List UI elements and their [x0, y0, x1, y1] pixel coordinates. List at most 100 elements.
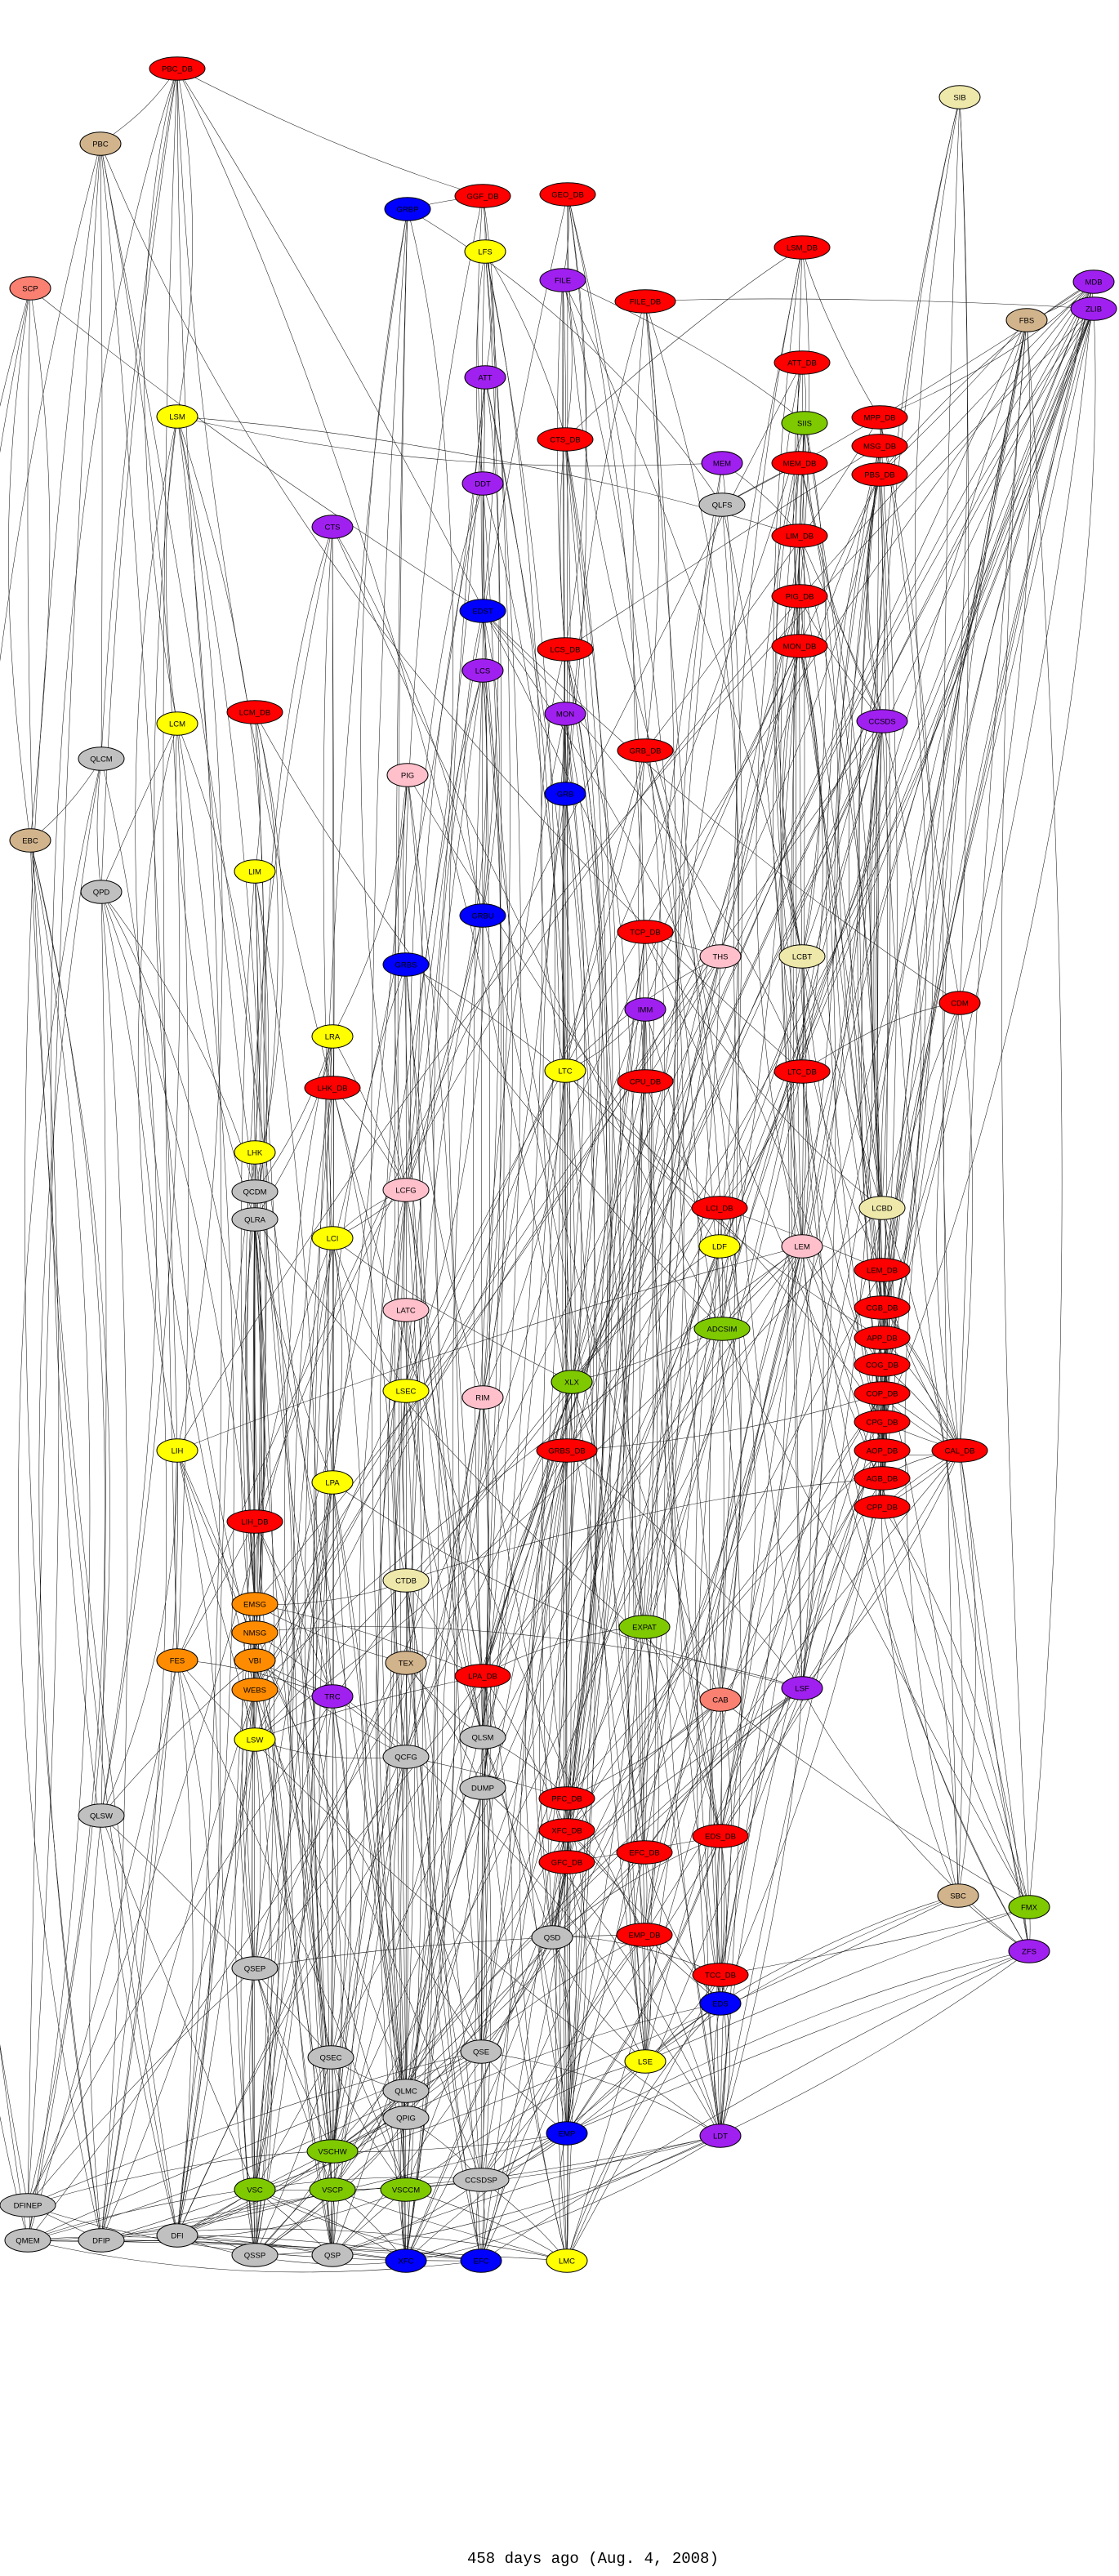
svg-text:LSM_DB: LSM_DB [787, 243, 818, 252]
svg-text:LCM: LCM [169, 720, 185, 729]
svg-text:XFC: XFC [399, 2257, 414, 2266]
svg-text:EMSG: EMSG [243, 1600, 266, 1609]
svg-text:MON_DB: MON_DB [783, 642, 817, 651]
svg-text:FILE_DB: FILE_DB [630, 297, 662, 306]
svg-text:QSE: QSE [473, 2048, 489, 2057]
svg-text:TCP_DB: TCP_DB [630, 928, 660, 937]
svg-text:VSCHW: VSCHW [318, 2147, 346, 2156]
svg-text:CTDB: CTDB [395, 1576, 417, 1585]
svg-text:QSD: QSD [544, 1933, 561, 1942]
svg-text:QSSP: QSSP [244, 2251, 265, 2260]
svg-text:LATC: LATC [396, 1306, 416, 1315]
svg-text:LHK_DB: LHK_DB [318, 1084, 348, 1093]
svg-text:GEO_DB: GEO_DB [551, 190, 584, 199]
svg-text:QSEC: QSEC [320, 2053, 342, 2062]
svg-text:VSCCM: VSCCM [392, 2186, 420, 2195]
svg-text:GRB: GRB [557, 790, 574, 799]
svg-text:DFIP: DFIP [92, 2236, 110, 2245]
svg-text:WEBS: WEBS [243, 1686, 266, 1695]
svg-text:LCM_DB: LCM_DB [239, 708, 271, 717]
svg-text:DFI: DFI [171, 2231, 183, 2240]
svg-text:PIG_DB: PIG_DB [786, 592, 814, 601]
svg-text:PBC: PBC [92, 140, 109, 149]
svg-text:VSC: VSC [247, 2186, 263, 2195]
svg-text:LPA_DB: LPA_DB [468, 1672, 497, 1681]
svg-text:FBS: FBS [1019, 316, 1034, 325]
svg-text:APP_DB: APP_DB [867, 1334, 898, 1343]
svg-text:CAL_DB: CAL_DB [945, 1446, 975, 1455]
svg-text:EXPAT: EXPAT [632, 1623, 657, 1632]
svg-text:FILE: FILE [555, 276, 571, 285]
svg-text:COP_DB: COP_DB [866, 1389, 898, 1398]
svg-text:XFC_DB: XFC_DB [551, 1826, 582, 1835]
svg-text:VBI: VBI [248, 1656, 261, 1665]
svg-text:VSCP: VSCP [322, 2186, 343, 2195]
svg-text:EMP_DB: EMP_DB [628, 1931, 660, 1940]
svg-text:LDT: LDT [713, 2132, 728, 2141]
svg-text:EFC_DB: EFC_DB [629, 1848, 659, 1857]
svg-text:XLX: XLX [564, 1378, 580, 1387]
svg-text:LIM: LIM [248, 867, 261, 876]
svg-text:MPP_DB: MPP_DB [863, 413, 895, 422]
svg-text:CGB_DB: CGB_DB [866, 1304, 898, 1313]
svg-text:CTS_DB: CTS_DB [550, 435, 580, 444]
svg-text:GRBS_DB: GRBS_DB [548, 1446, 585, 1455]
svg-text:ZFS: ZFS [1022, 1947, 1037, 1956]
svg-text:CDM: CDM [951, 999, 969, 1008]
svg-text:QPIG: QPIG [396, 2114, 416, 2123]
svg-text:LSW: LSW [247, 1736, 264, 1745]
svg-text:LSEC: LSEC [396, 1387, 417, 1396]
svg-text:THS: THS [713, 952, 729, 961]
svg-text:LEM: LEM [794, 1242, 810, 1251]
svg-text:LCS: LCS [475, 666, 490, 675]
svg-text:GRBS: GRBS [395, 960, 417, 969]
svg-text:SCP: SCP [22, 284, 38, 293]
svg-text:CPG_DB: CPG_DB [866, 1418, 898, 1427]
svg-text:LSM: LSM [169, 412, 185, 421]
svg-text:MDB: MDB [1085, 278, 1102, 287]
svg-text:PBC_DB: PBC_DB [162, 65, 193, 74]
svg-text:EDS: EDS [712, 1999, 729, 2008]
svg-text:QCDM: QCDM [243, 1188, 266, 1197]
svg-text:GRB_DB: GRB_DB [629, 747, 661, 755]
svg-text:TEX: TEX [399, 1659, 414, 1668]
svg-text:ZLIB: ZLIB [1086, 305, 1102, 314]
svg-text:QLRA: QLRA [244, 1215, 266, 1224]
svg-text:LSE: LSE [638, 2057, 653, 2066]
svg-text:QPD: QPD [93, 888, 110, 897]
svg-text:LCBD: LCBD [872, 1204, 892, 1213]
svg-text:LIH_DB: LIH_DB [241, 1518, 268, 1526]
svg-text:CCSDSP: CCSDSP [465, 2176, 497, 2185]
svg-text:NMSG: NMSG [243, 1629, 267, 1638]
svg-text:PIG: PIG [401, 771, 414, 780]
svg-text:MEM: MEM [713, 459, 731, 468]
svg-text:RIM: RIM [475, 1393, 490, 1402]
svg-text:LHK: LHK [247, 1148, 263, 1157]
svg-text:QLSM: QLSM [472, 1733, 494, 1742]
svg-text:PFC_DB: PFC_DB [551, 1794, 582, 1803]
svg-text:LCBT: LCBT [792, 952, 812, 961]
svg-text:EFC: EFC [474, 2257, 489, 2266]
svg-text:LIH: LIH [172, 1446, 184, 1455]
svg-text:ADCSIM: ADCSIM [707, 1325, 738, 1334]
svg-text:LRA: LRA [325, 1032, 341, 1041]
svg-text:LPA: LPA [325, 1478, 340, 1487]
svg-text:EBC: EBC [22, 836, 38, 845]
svg-text:DUMP: DUMP [471, 1784, 494, 1793]
svg-text:CTS: CTS [325, 523, 341, 532]
svg-text:QSEP: QSEP [244, 1964, 265, 1973]
svg-text:TRC: TRC [324, 1692, 341, 1701]
svg-text:EDST: EDST [472, 607, 493, 616]
svg-text:LCI_DB: LCI_DB [706, 1204, 733, 1213]
svg-text:QCFG: QCFG [395, 1753, 417, 1762]
svg-text:AOP_DB: AOP_DB [867, 1446, 898, 1455]
svg-text:ATT_DB: ATT_DB [787, 359, 817, 368]
svg-text:QLSW: QLSW [90, 1812, 113, 1821]
svg-text:LCFG: LCFG [395, 1186, 416, 1195]
svg-text:GRBU: GRBU [471, 911, 494, 920]
svg-text:LSF: LSF [795, 1684, 809, 1693]
svg-text:DFINEP: DFINEP [14, 2201, 42, 2210]
svg-text:EDS_DB: EDS_DB [705, 1832, 736, 1841]
svg-text:AGB_DB: AGB_DB [867, 1474, 898, 1483]
svg-text:MSG_DB: MSG_DB [863, 442, 896, 451]
